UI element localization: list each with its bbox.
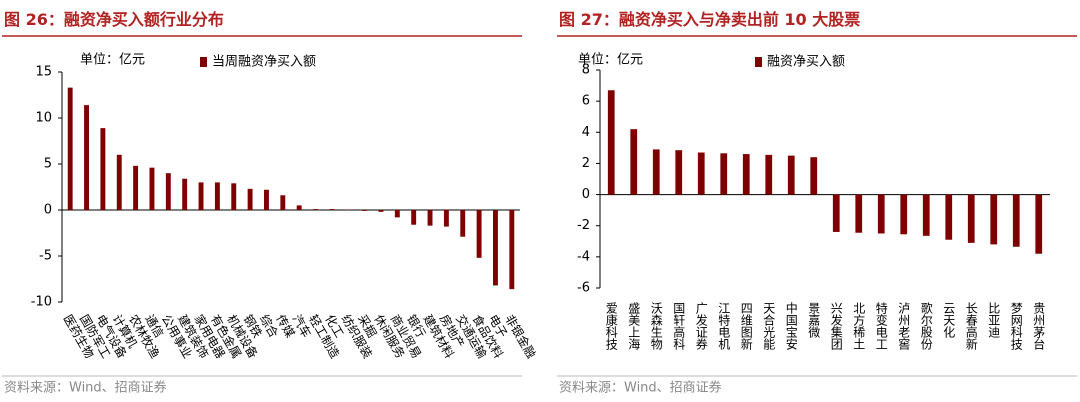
bar: [810, 157, 818, 195]
bar: [922, 194, 930, 236]
bar: [720, 153, 728, 195]
bar: [990, 194, 998, 245]
x-tick-label: 四维图新: [739, 302, 753, 350]
y-tick-label: -4: [577, 249, 590, 264]
bar: [877, 194, 885, 234]
y-tick-label: 2: [582, 156, 590, 171]
y-tick-label: -2: [577, 218, 590, 233]
bar: [967, 194, 975, 243]
x-tick-label: 歌尔股份: [919, 301, 933, 350]
x-tick-label: 广发证券: [694, 302, 708, 350]
bar: [84, 105, 89, 210]
x-tick-label: 泸州老窖: [897, 302, 911, 351]
bar: [296, 205, 302, 210]
y-tick-label: -5: [39, 249, 52, 264]
x-tick-label: 兴发集团: [829, 302, 843, 351]
bar: [411, 210, 417, 225]
bar: [378, 210, 384, 212]
y-tick-label: 0: [582, 187, 590, 202]
bar: [264, 189, 269, 210]
x-tick-label: 国轩高科: [672, 302, 686, 350]
bar: [493, 210, 498, 286]
bar: [329, 209, 335, 210]
x-tick-label: 中国宝安: [784, 301, 798, 350]
bar: [247, 188, 253, 210]
bar: [67, 87, 73, 210]
bar: [231, 183, 237, 210]
bar: [460, 210, 466, 237]
y-tick-label: 15: [35, 65, 52, 80]
bar: [100, 128, 106, 210]
bar: [900, 194, 908, 235]
bar: [165, 173, 171, 210]
x-tick-label: 沃森生物: [649, 302, 663, 350]
bar: [198, 182, 204, 210]
bar: [476, 210, 482, 258]
bar: [394, 210, 400, 218]
x-tick-label: 比亚迪: [987, 302, 1001, 338]
x-tick-label: 梦网科技: [1009, 302, 1023, 350]
bar: [214, 182, 220, 210]
x-tick-label: 北方稀土: [852, 302, 866, 350]
bar: [1035, 194, 1043, 254]
x-tick-label: 天合光能: [762, 302, 776, 350]
unit-label: 单位：亿元: [80, 53, 145, 68]
x-tick-label: 长春高新: [964, 302, 978, 350]
x-tick-label: 江特电机: [717, 302, 731, 350]
bar: [742, 154, 750, 195]
y-tick-label: 10: [35, 111, 52, 126]
bar: [427, 210, 433, 226]
y-tick-label: -6: [577, 281, 590, 296]
source-note: 资料来源：Wind、招商证券: [4, 380, 167, 396]
bar: [855, 194, 863, 233]
y-tick-label: 4: [582, 125, 590, 140]
x-tick-label: 贵州茅台: [1032, 302, 1046, 350]
bar: [280, 195, 286, 210]
bar: [675, 150, 683, 195]
y-tick-label: -10: [31, 295, 52, 310]
x-tick-label: 特变电工: [874, 301, 888, 350]
x-tick-label: 盛美上海: [627, 301, 641, 350]
bar: [697, 152, 705, 195]
y-tick-label: 5: [44, 157, 52, 172]
legend-swatch: [755, 57, 762, 67]
bar: [652, 149, 660, 195]
chart-title: 图 26：融资净买入额行业分布: [4, 10, 224, 29]
y-tick-label: 0: [44, 203, 52, 218]
bar: [509, 210, 515, 290]
x-tick-label: 云天化: [942, 302, 956, 339]
bar: [149, 167, 155, 210]
legend-label: 当周融资净买入额: [212, 55, 316, 70]
y-tick-label: 6: [582, 94, 590, 109]
bar: [182, 178, 188, 210]
bar: [607, 90, 615, 195]
bar: [362, 210, 368, 211]
x-tick-label: 非银金融: [502, 312, 539, 361]
legend-swatch: [200, 57, 207, 67]
bar: [116, 154, 122, 210]
x-tick-label: 景嘉微: [807, 302, 821, 339]
bar: [787, 155, 795, 195]
bar: [443, 210, 449, 227]
chart-title: 图 27：融资净买入与净卖出前 10 大股票: [559, 10, 860, 29]
source-note: 资料来源：Wind、招商证券: [559, 380, 722, 396]
bar: [1012, 194, 1020, 247]
y-tick-label: 8: [582, 63, 590, 78]
x-tick-label: 爱康科技: [604, 302, 618, 350]
bar: [313, 209, 318, 210]
bar: [832, 194, 840, 232]
bar: [765, 154, 773, 195]
bar: [133, 165, 139, 210]
bar: [945, 194, 953, 240]
bar: [630, 129, 638, 195]
unit-label: 单位：亿元: [578, 53, 643, 68]
legend-label: 融资净买入额: [767, 55, 845, 70]
